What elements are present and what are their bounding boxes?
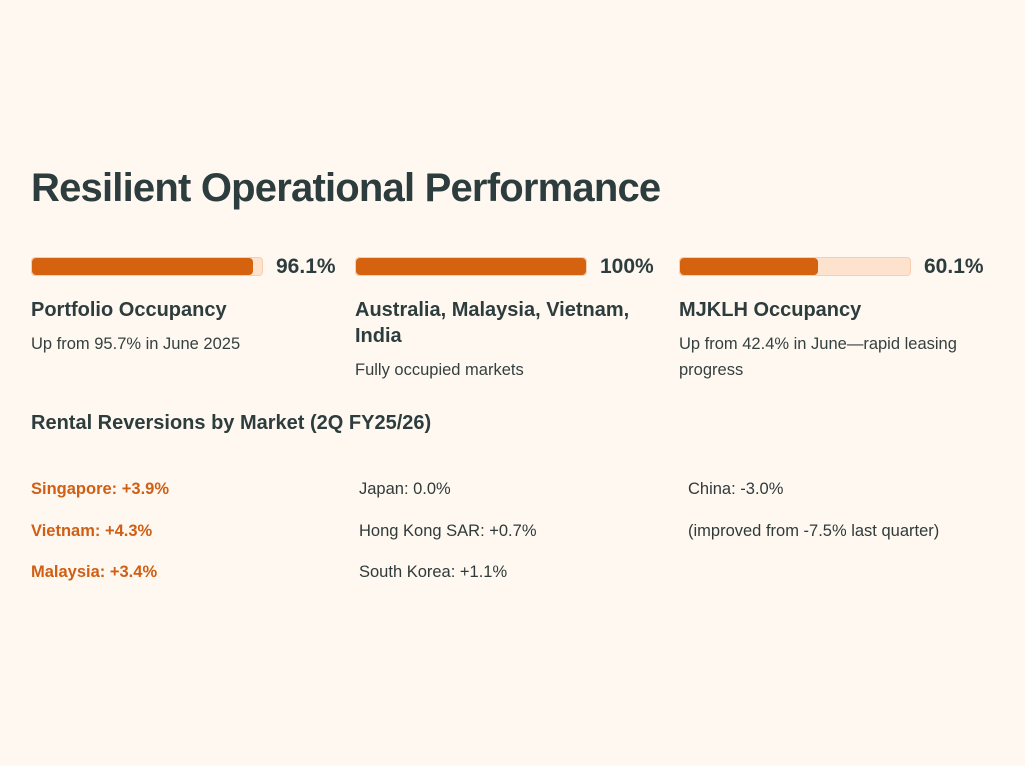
reversion-item: (improved from -7.5% last quarter) [688, 521, 940, 540]
reversion-item: Vietnam: +4.3% [31, 521, 153, 540]
progress-fill [680, 258, 819, 275]
metric-heading: Australia, Malaysia, Vietnam, India [355, 299, 630, 347]
metric-mjklh-occupancy: 60.1% MJKLH Occupancy Up from 42.4% in J… [679, 255, 984, 383]
progress-row: 100% [355, 255, 660, 278]
progress-row: 96.1% [31, 255, 336, 278]
progress-value: 60.1% [924, 255, 984, 278]
progress-fill [32, 258, 254, 275]
progress-track [31, 257, 263, 276]
reversion-item: South Korea: +1.1% [359, 563, 508, 581]
reversion-item: China: -3.0% [688, 480, 784, 498]
reversion-item: Singapore: +3.9% [31, 480, 170, 498]
metric-heading: Portfolio Occupancy [31, 299, 227, 321]
metric-portfolio-occupancy: 96.1% Portfolio Occupancy Up from 95.7% … [31, 255, 336, 357]
progress-value: 96.1% [276, 255, 336, 278]
reversions-column: Japan: 0.0% Hong Kong SAR: +0.7% South K… [359, 478, 537, 603]
reversions-title: Rental Reversions by Market (2Q FY25/26) [31, 412, 432, 434]
reversions-column: China: -3.0% (improved from -7.5% last q… [688, 478, 939, 561]
progress-value: 100% [600, 255, 654, 278]
progress-fill [356, 258, 586, 275]
slide: Resilient Operational Performance 96.1% … [31, 0, 991, 766]
metric-fully-occupied-markets: 100% Australia, Malaysia, Vietnam, India… [355, 255, 660, 383]
reversion-item: Japan: 0.0% [359, 480, 451, 498]
progress-track [679, 257, 911, 276]
reversion-item: Malaysia: +3.4% [31, 563, 158, 581]
progress-row: 60.1% [679, 255, 984, 278]
progress-track [355, 257, 587, 276]
metric-description: Up from 42.4% in June—rapid leasing prog… [679, 335, 957, 379]
reversion-item: Hong Kong SAR: +0.7% [359, 521, 537, 540]
reversions-column: Singapore: +3.9% Vietnam: +4.3% Malaysia… [31, 478, 169, 603]
metric-heading: MJKLH Occupancy [679, 299, 862, 321]
metric-description: Fully occupied markets [355, 361, 524, 379]
page-title: Resilient Operational Performance [31, 166, 661, 210]
metric-description: Up from 95.7% in June 2025 [31, 335, 241, 353]
